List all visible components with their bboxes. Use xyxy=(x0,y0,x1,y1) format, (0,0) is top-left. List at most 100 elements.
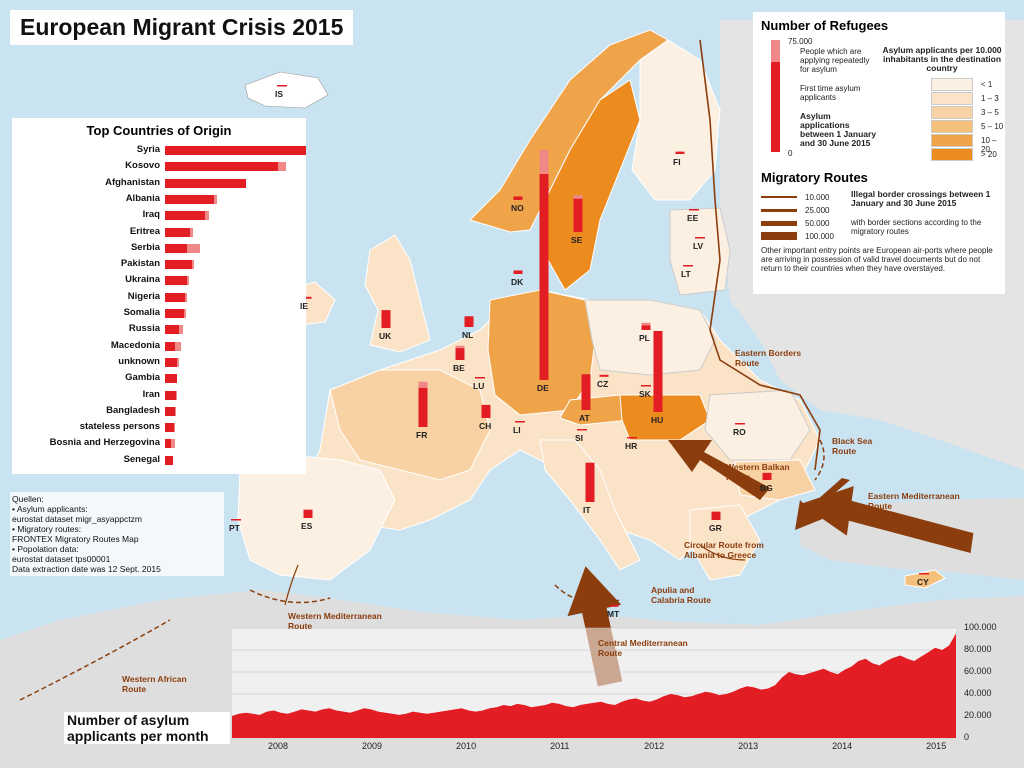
origin-bar-repeat xyxy=(190,227,193,237)
origin-bar-first xyxy=(165,439,171,449)
monthly-ytick: 20.000 xyxy=(964,710,992,720)
route-label-western-mediterranean: Western Mediterranean Route xyxy=(288,611,382,631)
origin-label: Pakistan xyxy=(120,258,160,270)
country-bar-pl xyxy=(641,325,651,330)
origin-label: Bosnia and Herzegovina xyxy=(49,437,160,449)
country-code-ro: RO xyxy=(733,427,746,437)
country-tick-sk xyxy=(641,385,651,387)
origin-label: stateless persons xyxy=(79,421,160,433)
country-bar-nl xyxy=(464,316,474,327)
origin-row: Serbia xyxy=(12,240,306,256)
origin-row: stateless persons xyxy=(12,419,306,435)
sources-line: eurostat dataset tps00001 xyxy=(12,554,111,564)
uk-shape xyxy=(364,234,431,353)
route-width-label: 50.000 xyxy=(805,219,830,228)
country-bar-ch xyxy=(481,404,491,418)
origin-row: Macedonia xyxy=(12,338,306,354)
origin-label: Bangladesh xyxy=(106,404,160,416)
origin-bar-first xyxy=(165,374,177,384)
country-bar-dk xyxy=(513,270,523,274)
density-label: > 20 xyxy=(981,150,997,159)
origin-bar-repeat xyxy=(278,162,286,172)
country-bar-be xyxy=(455,348,465,360)
origin-bar-repeat xyxy=(205,211,209,221)
origin-bar-first xyxy=(165,390,176,400)
country-code-se: SE xyxy=(571,235,583,245)
monthly-year-label: 2008 xyxy=(268,741,289,751)
page-title: European Migrant Crisis 2015 xyxy=(20,14,344,40)
baltics-shape xyxy=(669,207,731,296)
origin-bar-first xyxy=(165,243,187,253)
cyprus-shape xyxy=(904,569,946,589)
eastern-mediterranean-arrow xyxy=(800,486,974,553)
origin-bar-first xyxy=(165,194,214,204)
country-bar-uk xyxy=(381,310,391,328)
country-tick-hr xyxy=(627,437,637,439)
monthly-ytick: 40.000 xyxy=(964,688,992,698)
country-bar-es xyxy=(303,509,313,518)
refugees-heading: Number of Refugees xyxy=(761,18,889,33)
sources-line: • Migratory routes: xyxy=(12,524,82,534)
route-label-central-mediterranean: Central Mediterranean Route xyxy=(598,638,688,658)
density-swatch xyxy=(931,148,973,161)
country-code-ch: CH xyxy=(479,421,492,431)
legend-scale-repeat xyxy=(771,40,780,62)
country-code-is: IS xyxy=(275,89,284,99)
country-bar-repeat-pl xyxy=(641,322,651,326)
density-label: 5 – 10 xyxy=(981,122,1004,131)
origin-label: Nigeria xyxy=(127,290,160,302)
country-tick-ro xyxy=(735,423,745,425)
monthly-year-label: 2011 xyxy=(550,741,570,751)
origin-row: Russia xyxy=(12,321,306,337)
country-bar-bg xyxy=(762,472,772,480)
monthly-year-label: 2013 xyxy=(738,741,759,751)
sweden-shape xyxy=(544,79,641,291)
country-code-li: LI xyxy=(513,425,521,435)
country-bar-mt xyxy=(609,604,619,607)
route-label-eastern-borders: Eastern Borders Route xyxy=(735,348,802,368)
origin-row: Eritrea xyxy=(12,224,306,240)
finland-shape xyxy=(631,39,721,201)
country-code-no: NO xyxy=(511,203,524,213)
monthly-ytick: 80.000 xyxy=(964,644,992,654)
western-mediterranean-route-line xyxy=(249,589,331,604)
sources-line: eurostat dataset migr_asyappctzm xyxy=(12,514,142,524)
country-tick-cy xyxy=(919,573,929,575)
route-width-line xyxy=(761,220,797,226)
country-bar-no xyxy=(513,196,523,200)
origin-label: Eritrea xyxy=(129,225,160,237)
origin-bar-first xyxy=(165,146,306,155)
legend-scale-min: 0 xyxy=(788,149,793,158)
legend-scale-bar xyxy=(771,40,780,152)
country-tick-si xyxy=(577,429,587,431)
origin-label: Iraq xyxy=(142,209,160,221)
country-bar-se xyxy=(573,198,583,232)
country-bar-de xyxy=(539,173,549,380)
origin-row: Afghanistan xyxy=(12,175,306,191)
monthly-area xyxy=(232,633,956,738)
country-bar-cz xyxy=(599,374,609,377)
country-bar-repeat-se xyxy=(573,195,583,199)
country-code-hr: HR xyxy=(625,441,638,451)
legend-scale-max: 75.000 xyxy=(788,37,813,46)
legend-panel: Number of Refugees 75.000 0 People which… xyxy=(753,12,1005,294)
country-code-it: IT xyxy=(583,505,591,515)
country-tick-is xyxy=(277,85,287,87)
monthly-ytick: 100.000 xyxy=(964,622,997,632)
monthly-asylum-chart xyxy=(232,627,956,739)
poland-shape xyxy=(584,299,716,376)
route-label-western-african: Western African Route xyxy=(122,674,187,694)
country-code-nl: NL xyxy=(462,330,474,340)
sources-heading: Quellen: xyxy=(12,494,44,504)
monthly-year-label: 2015 xyxy=(926,741,947,751)
route-width-line xyxy=(761,232,797,240)
route-width-label: 10.000 xyxy=(805,193,830,202)
origin-bar-repeat xyxy=(184,309,186,318)
origin-bar-repeat xyxy=(179,325,183,335)
origin-bar-repeat xyxy=(177,357,179,367)
country-code-lv: LV xyxy=(693,241,704,251)
monthly-title: Number of asylum applicants per month xyxy=(64,712,230,744)
origin-row: Kosovo xyxy=(12,158,306,174)
sources-line: • Popolation data: xyxy=(12,544,79,554)
country-tick-lu xyxy=(475,377,485,379)
